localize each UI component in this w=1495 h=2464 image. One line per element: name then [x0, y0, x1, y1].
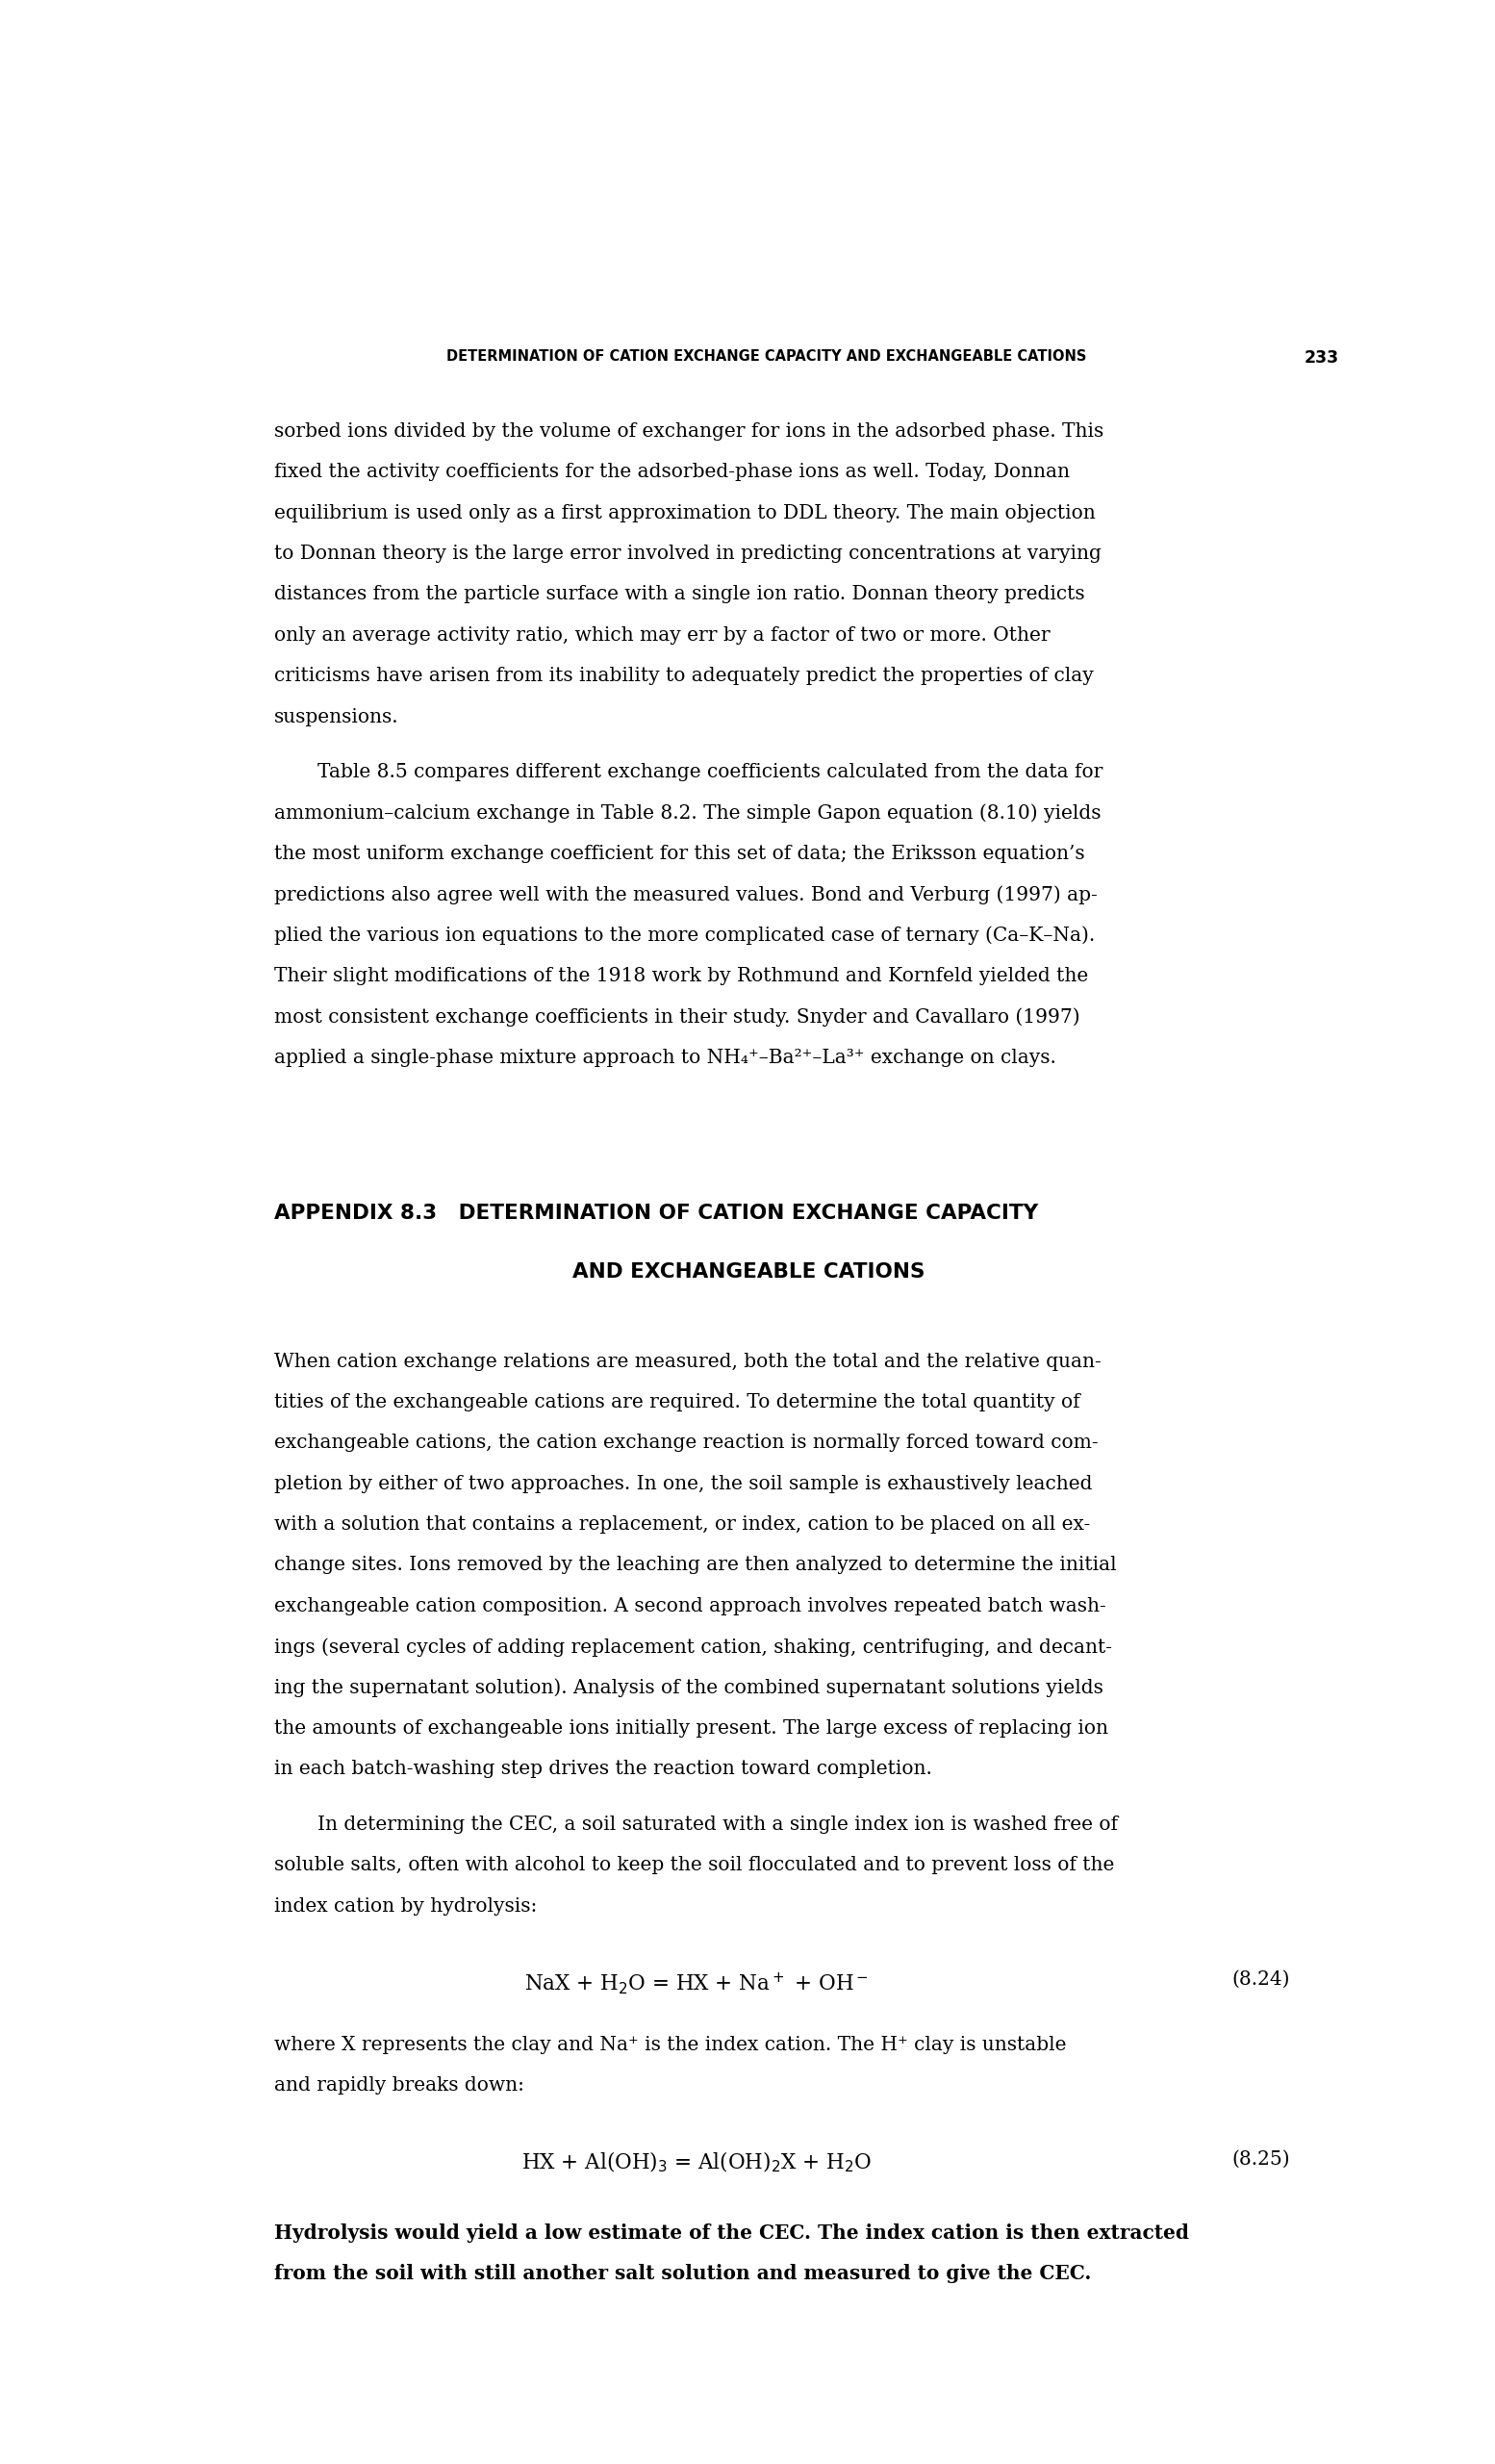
- Text: HX + Al(OH)$_3$ = Al(OH)$_2$X + H$_2$O: HX + Al(OH)$_3$ = Al(OH)$_2$X + H$_2$O: [522, 2149, 872, 2173]
- Text: Their slight modifications of the 1918 work by Rothmund and Kornfeld yielded the: Their slight modifications of the 1918 w…: [274, 966, 1088, 986]
- Text: ings (several cycles of adding replacement cation, shaking, centrifuging, and de: ings (several cycles of adding replaceme…: [274, 1639, 1112, 1656]
- Text: tities of the exchangeable cations are required. To determine the total quantity: tities of the exchangeable cations are r…: [274, 1392, 1079, 1412]
- Text: plied the various ion equations to the more complicated case of ternary (Ca–K–Na: plied the various ion equations to the m…: [274, 926, 1094, 944]
- Text: (8.24): (8.24): [1232, 1971, 1290, 1988]
- Text: exchangeable cations, the cation exchange reaction is normally forced toward com: exchangeable cations, the cation exchang…: [274, 1434, 1097, 1451]
- Text: Table 8.5 compares different exchange coefficients calculated from the data for: Table 8.5 compares different exchange co…: [318, 764, 1103, 781]
- Text: pletion by either of two approaches. In one, the soil sample is exhaustively lea: pletion by either of two approaches. In …: [274, 1473, 1091, 1493]
- Text: only an average activity ratio, which may err by a factor of two or more. Other: only an average activity ratio, which ma…: [274, 626, 1049, 646]
- Text: distances from the particle surface with a single ion ratio. Donnan theory predi: distances from the particle surface with…: [274, 586, 1084, 604]
- Text: to Donnan theory is the large error involved in predicting concentrations at var: to Donnan theory is the large error invo…: [274, 545, 1100, 562]
- Text: fixed the activity coefficients for the adsorbed-phase ions as well. Today, Donn: fixed the activity coefficients for the …: [274, 463, 1069, 480]
- Text: the amounts of exchangeable ions initially present. The large excess of replacin: the amounts of exchangeable ions initial…: [274, 1720, 1108, 1737]
- Text: ing the supernatant solution). Analysis of the combined supernatant solutions yi: ing the supernatant solution). Analysis …: [274, 1678, 1103, 1698]
- Text: ammonium–calcium exchange in Table 8.2. The simple Gapon equation (8.10) yields: ammonium–calcium exchange in Table 8.2. …: [274, 803, 1100, 823]
- Text: predictions also agree well with the measured values. Bond and Verburg (1997) ap: predictions also agree well with the mea…: [274, 885, 1097, 904]
- Text: with a solution that contains a replacement, or index, cation to be placed on al: with a solution that contains a replacem…: [274, 1515, 1090, 1533]
- Text: index cation by hydrolysis:: index cation by hydrolysis:: [274, 1897, 537, 1915]
- Text: exchangeable cation composition. A second approach involves repeated batch wash-: exchangeable cation composition. A secon…: [274, 1597, 1106, 1616]
- Text: change sites. Ions removed by the leaching are then analyzed to determine the in: change sites. Ions removed by the leachi…: [274, 1557, 1117, 1574]
- Text: APPENDIX 8.3   DETERMINATION OF CATION EXCHANGE CAPACITY: APPENDIX 8.3 DETERMINATION OF CATION EXC…: [274, 1202, 1038, 1222]
- Text: equilibrium is used only as a first approximation to DDL theory. The main object: equilibrium is used only as a first appr…: [274, 503, 1096, 522]
- Text: where X represents the clay and Na⁺ is the index cation. The H⁺ clay is unstable: where X represents the clay and Na⁺ is t…: [274, 2035, 1066, 2055]
- Text: soluble salts, often with alcohol to keep the soil flocculated and to prevent lo: soluble salts, often with alcohol to kee…: [274, 1855, 1114, 1875]
- Text: applied a single-phase mixture approach to NH₄⁺–Ba²⁺–La³⁺ exchange on clays.: applied a single-phase mixture approach …: [274, 1047, 1055, 1067]
- Text: (8.25): (8.25): [1232, 2149, 1290, 2168]
- Text: from the soil with still another salt solution and measured to give the CEC.: from the soil with still another salt so…: [274, 2264, 1091, 2284]
- Text: most consistent exchange coefficients in their study. Snyder and Cavallaro (1997: most consistent exchange coefficients in…: [274, 1008, 1079, 1027]
- Text: When cation exchange relations are measured, both the total and the relative qua: When cation exchange relations are measu…: [274, 1353, 1100, 1370]
- Text: and rapidly breaks down:: and rapidly breaks down:: [274, 2077, 523, 2094]
- Text: suspensions.: suspensions.: [274, 707, 399, 727]
- Text: DETERMINATION OF CATION EXCHANGE CAPACITY AND EXCHANGEABLE CATIONS: DETERMINATION OF CATION EXCHANGE CAPACIT…: [446, 350, 1087, 362]
- Text: In determining the CEC, a soil saturated with a single index ion is washed free : In determining the CEC, a soil saturated…: [318, 1816, 1118, 1833]
- Text: the most uniform exchange coefficient for this set of data; the Eriksson equatio: the most uniform exchange coefficient fo…: [274, 845, 1084, 862]
- Text: AND EXCHANGEABLE CATIONS: AND EXCHANGEABLE CATIONS: [573, 1262, 925, 1281]
- Text: criticisms have arisen from its inability to adequately predict the properties o: criticisms have arisen from its inabilit…: [274, 668, 1093, 685]
- Text: in each batch-washing step drives the reaction toward completion.: in each batch-washing step drives the re…: [274, 1759, 931, 1779]
- Text: sorbed ions divided by the volume of exchanger for ions in the adsorbed phase. T: sorbed ions divided by the volume of exc…: [274, 421, 1103, 441]
- Text: NaX + H$_2$O = HX + Na$^+$ + OH$^-$: NaX + H$_2$O = HX + Na$^+$ + OH$^-$: [525, 1971, 869, 1996]
- Text: 233: 233: [1304, 350, 1338, 367]
- Text: Hydrolysis would yield a low estimate of the CEC. The index cation is then extra: Hydrolysis would yield a low estimate of…: [274, 2223, 1189, 2242]
